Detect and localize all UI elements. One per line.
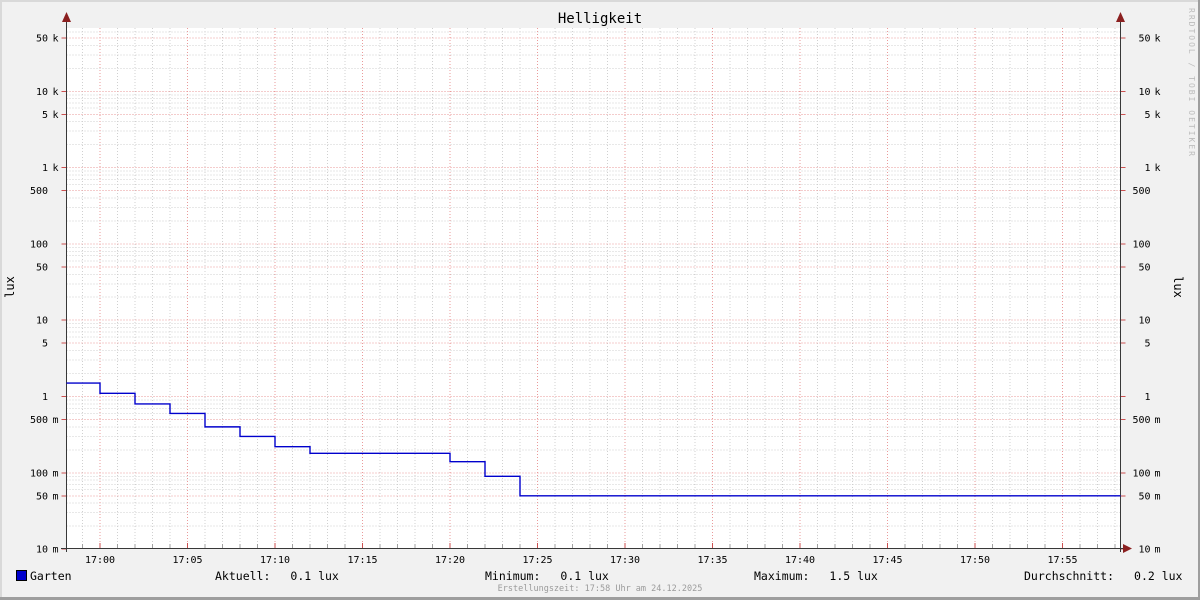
- y-tick-label-left: 10: [36, 316, 48, 327]
- x-tick-label: 17:45: [872, 555, 902, 566]
- stat-durchschnitt: Durchschnitt: 0.2 lux: [1024, 569, 1182, 583]
- y-tick-label-right: 10: [1138, 87, 1150, 98]
- y-tick-unit-right: k: [1155, 110, 1161, 121]
- stat-minimum: Minimum: 0.1 lux: [485, 569, 609, 583]
- y-tick-label-right: 50: [1138, 33, 1150, 44]
- stat-label: Aktuell:: [215, 569, 271, 583]
- y-tick-label-right: 50: [1138, 491, 1150, 502]
- data-line-garten: [66, 382, 1121, 497]
- y-tick-unit-right: m: [1155, 545, 1161, 556]
- y-tick-label-left: 5: [42, 110, 48, 121]
- y-tick-label-right: 100: [1132, 468, 1150, 479]
- y-tick-label-left: 10: [36, 87, 48, 98]
- stat-value: 1.5 lux: [829, 569, 878, 583]
- x-tick-label: 17:00: [85, 555, 115, 566]
- y-tick-label-left: 50: [36, 262, 48, 273]
- plot-area: [66, 28, 1121, 549]
- x-tick-label: 17:55: [1047, 555, 1077, 566]
- y-tick-unit-left: k: [53, 33, 59, 44]
- y-tick-label-right: 1: [1144, 163, 1150, 174]
- y-tick-unit-right: m: [1155, 491, 1161, 502]
- image-border-bottom: [0, 597, 1200, 600]
- stat-label: Minimum:: [485, 569, 541, 583]
- legend-series-label: Garten: [30, 569, 72, 583]
- y-axis-arrow-right: [1116, 12, 1125, 22]
- y-tick-label-right: 50: [1138, 262, 1150, 273]
- x-axis-arrow: [1123, 544, 1132, 553]
- x-tick-label: 17:35: [697, 555, 727, 566]
- y-tick-label-left: 50: [36, 491, 48, 502]
- image-border-right: [1198, 0, 1200, 600]
- rrdtool-watermark: RRDTOOL / TOBI OETIKER: [1187, 8, 1196, 158]
- y-tick-label-left: 10: [36, 545, 48, 556]
- y-tick-label-right: 5: [1144, 110, 1150, 121]
- y-tick-unit-right: k: [1155, 87, 1161, 98]
- y-tick-label-right: 1: [1144, 392, 1150, 403]
- y-tick-unit-left: m: [53, 491, 59, 502]
- y-tick-label-left: 500: [30, 186, 48, 197]
- y-tick-label-right: 10: [1138, 545, 1150, 556]
- y-tick-label-right: 10: [1138, 316, 1150, 327]
- y-tick-unit-right: k: [1155, 163, 1161, 174]
- x-tick-label: 17:20: [435, 555, 465, 566]
- y-tick-unit-right: m: [1155, 468, 1161, 479]
- x-tick-label: 17:15: [347, 555, 377, 566]
- creation-timestamp: Erstellungszeit: 17:58 Uhr am 24.12.2025: [497, 584, 703, 594]
- y-tick-label-right: 100: [1132, 239, 1150, 250]
- y-tick-unit-left: m: [53, 468, 59, 479]
- stat-value: 0.1 lux: [560, 569, 609, 583]
- stat-value: 0.1 lux: [290, 569, 339, 583]
- image-border-left: [0, 0, 2, 600]
- y-tick-unit-right: m: [1155, 415, 1161, 426]
- y-tick-label-left: 50: [36, 33, 48, 44]
- y-tick-unit-left: k: [53, 110, 59, 121]
- legend-color-swatch: [16, 570, 27, 581]
- y-tick-label-left: 500: [30, 415, 48, 426]
- y-tick-label-right: 5: [1144, 339, 1150, 350]
- y-tick-label-left: 100: [30, 468, 48, 479]
- x-tick-label: 17:05: [172, 555, 202, 566]
- y-tick-unit-left: m: [53, 415, 59, 426]
- y-tick-label-left: 1: [42, 163, 48, 174]
- chart-title: Helligkeit: [557, 11, 643, 27]
- x-tick-label: 17:40: [785, 555, 815, 566]
- y-axis-unit-label-left: lux: [3, 276, 17, 298]
- y-tick-label-left: 100: [30, 239, 48, 250]
- image-border-top: [0, 0, 1200, 2]
- stat-value: 0.2 lux: [1134, 569, 1183, 583]
- y-tick-label-right: 500: [1132, 415, 1150, 426]
- y-tick-label-right: 500: [1132, 186, 1150, 197]
- x-tick-label: 17:30: [610, 555, 640, 566]
- y-axis-arrow-left: [62, 12, 71, 22]
- stat-aktuell: Aktuell: 0.1 lux: [215, 569, 339, 583]
- stat-maximum: Maximum: 1.5 lux: [754, 569, 878, 583]
- y-tick-unit-right: k: [1155, 33, 1161, 44]
- stat-label: Maximum:: [754, 569, 810, 583]
- stat-label: Durchschnitt:: [1024, 569, 1115, 583]
- x-tick-label: 17:25: [522, 555, 552, 566]
- y-tick-label-left: 1: [42, 392, 48, 403]
- y-tick-label-left: 5: [42, 339, 48, 350]
- y-tick-unit-left: k: [53, 87, 59, 98]
- x-tick-label: 17:10: [260, 555, 290, 566]
- y-tick-unit-left: m: [53, 545, 59, 556]
- x-tick-label: 17:50: [960, 555, 990, 566]
- y-axis-unit-label-right: lux: [1171, 276, 1185, 298]
- y-tick-unit-left: k: [53, 163, 59, 174]
